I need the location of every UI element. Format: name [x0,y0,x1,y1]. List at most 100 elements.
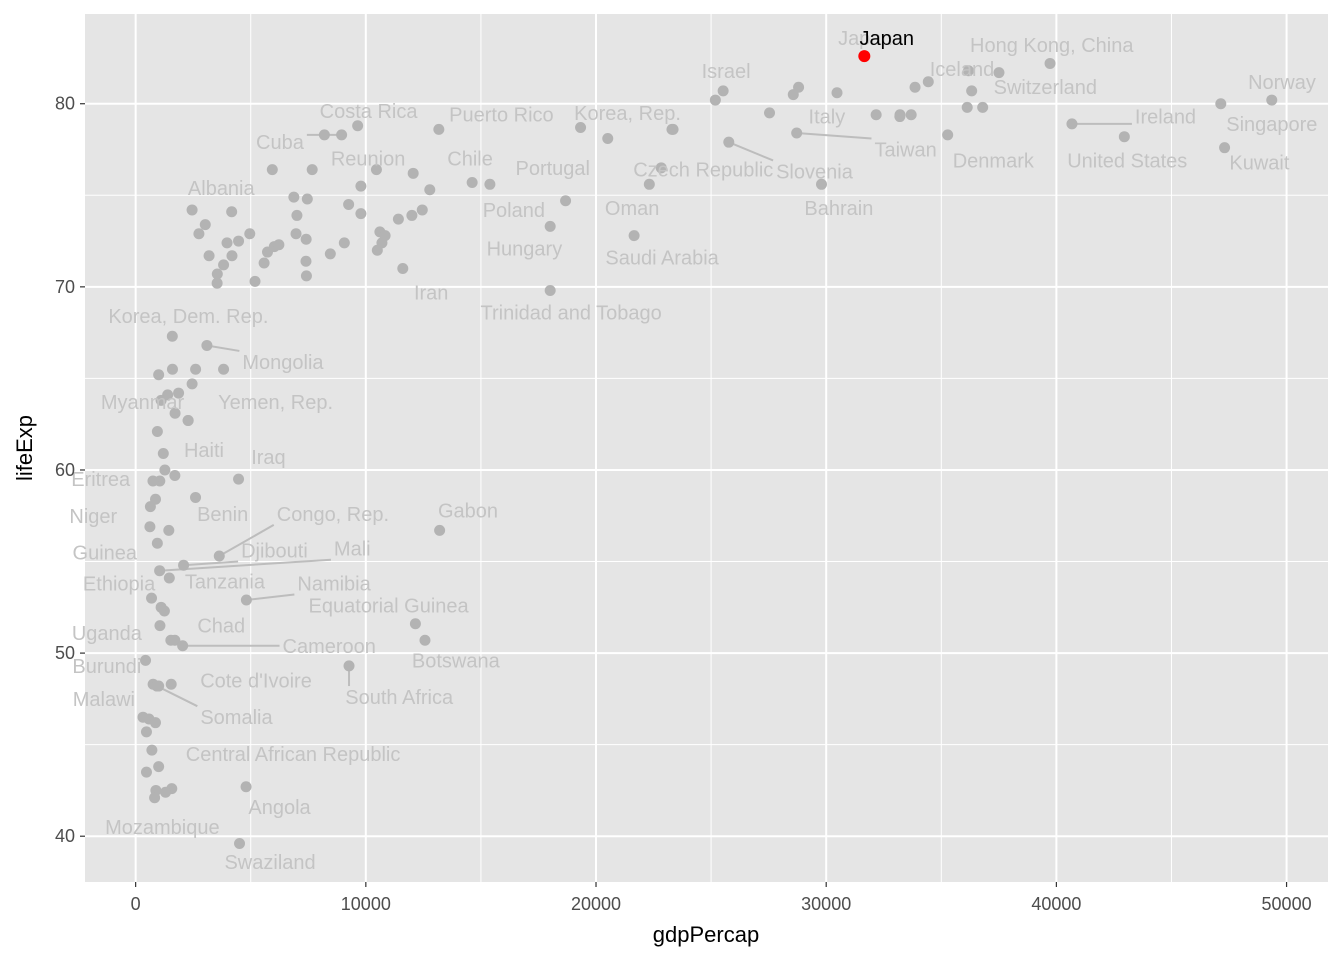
point-label-bahrain: Bahrain [804,198,873,220]
point-label-south-africa: South Africa [345,687,454,709]
y-tick-label: 50 [55,643,75,663]
data-point [370,164,382,176]
point-label-iceland: Iceland [930,59,995,81]
data-point [424,184,436,196]
data-point [155,394,167,406]
data-point [324,248,336,260]
data-point-central-african-republic [146,744,158,756]
point-label-iran: Iran [414,282,448,304]
data-point [218,259,230,271]
point-label-gabon: Gabon [438,500,498,522]
data-point [909,81,921,93]
point-label-congo-rep: Congo, Rep. [277,504,389,526]
data-point-gabon [434,524,446,536]
data-point [140,726,152,738]
data-point [153,369,165,381]
y-tick-label: 70 [55,277,75,297]
point-label-mozambique: Mozambique [105,817,220,839]
data-point [190,363,202,375]
highlight-point-japan [858,50,871,63]
data-point-tanzania [155,601,167,613]
data-point [186,204,198,216]
point-label-burundi: Burundi [72,656,141,678]
data-point [163,572,175,584]
point-label-taiwan: Taiwan [874,140,936,162]
data-point [966,85,978,97]
data-point [291,209,303,221]
point-label-korea-dem-rep: Korea, Dem. Rep. [108,306,268,328]
point-label-oman: Oman [605,198,659,220]
data-point [300,233,312,245]
point-label-ethiopia: Ethiopia [83,574,156,596]
point-label-yemen-rep: Yemen, Rep. [218,392,333,414]
point-label-djibouti: Djibouti [241,541,308,563]
point-label-chad: Chad [197,616,245,638]
point-label-israel: Israel [702,61,751,83]
data-point-iceland [962,65,974,77]
plot-panel [85,14,1328,882]
label-segment-taiwan [796,132,872,140]
data-point [318,129,330,141]
point-label-benin: Benin [197,504,248,526]
data-point-trinidad-and-tobago [544,285,556,297]
data-point [371,244,383,256]
data-point [273,239,285,251]
data-point [203,250,215,262]
data-point-united-states [1118,131,1130,143]
data-point-reunion [306,164,318,176]
point-label-czech-republic: Czech Republic [633,160,773,182]
data-point-singapore [1215,98,1227,110]
data-point [218,363,230,375]
point-label-ireland: Ireland [1135,107,1196,129]
point-label-angola: Angola [248,797,311,819]
data-point [233,235,245,247]
data-point [149,717,161,729]
data-point-guinea [151,537,163,549]
point-label-saudi-arabia: Saudi Arabia [605,248,719,270]
point-label-mongolia: Mongolia [242,352,324,374]
point-label-japan: Japan [838,28,893,50]
data-point-swaziland [234,838,246,850]
label-segments [156,122,1132,708]
data-point-korea-rep [667,123,679,135]
data-point-congo-rep [213,550,225,562]
label-segment-djibouti [183,560,239,567]
point-label-cote-d-ivoire: Cote d'Ivoire [200,671,312,693]
data-point-equatorial-guinea [409,618,421,630]
data-point [288,191,300,203]
y-tick-label: 80 [55,94,75,114]
data-point [166,363,178,375]
point-label-botswana: Botswana [412,650,501,672]
data-point-bahrain [816,178,828,190]
point-label-italy: Italy [809,107,846,129]
point-label-norway: Norway [1248,72,1316,94]
x-tick-label: 20000 [571,894,621,914]
data-point [190,491,202,503]
data-point [977,101,989,113]
data-point [193,228,205,240]
point-label-poland: Poland [483,200,545,222]
data-point-hungary [544,220,556,232]
data-point-botswana [419,634,431,646]
data-point-puerto-rico [575,122,587,134]
data-point [392,213,404,225]
point-label-kuwait: Kuwait [1229,152,1289,174]
data-point-cameroon [177,640,189,652]
data-point [159,464,171,476]
data-point-czech-republic [655,162,667,174]
data-point [258,257,270,269]
data-point [211,277,223,289]
label-segment-slovenia [728,141,774,162]
label-segment-somalia [156,685,198,708]
point-label-myanmar: Myanmar [101,392,185,414]
point-label-eritrea: Eritrea [71,469,131,491]
data-point-cote-d-ivoire [165,678,177,690]
data-point-iran [397,263,409,275]
data-point-oman [643,178,655,190]
data-point [199,219,211,231]
point-label-puerto-rico: Puerto Rico [449,105,554,127]
data-point-poland [484,178,496,190]
data-point-burundi [140,654,152,666]
